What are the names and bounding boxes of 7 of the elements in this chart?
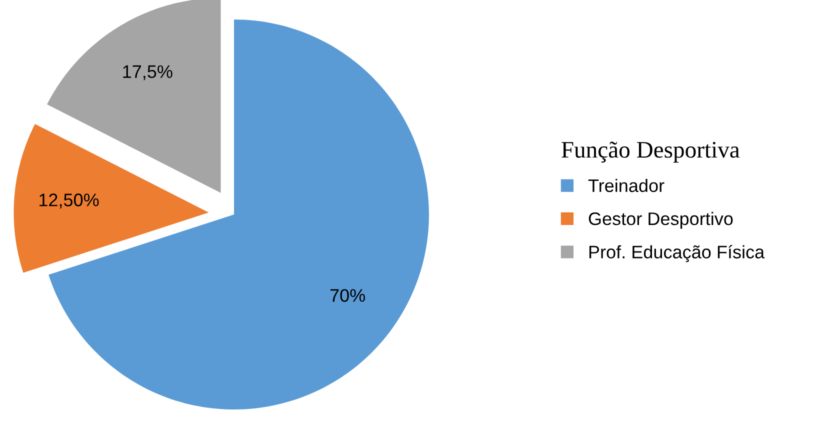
data-label: 17,5% [123, 65, 172, 80]
legend-label: Gestor Desportivo [588, 212, 733, 229]
legend-label: Treinador [588, 178, 664, 192]
legend-label: Prof. Educação Física [589, 244, 765, 262]
data-label: 12,50% [40, 194, 99, 208]
data-label: 70% [330, 289, 366, 302]
legend-title: Função Desportiva [562, 142, 740, 163]
